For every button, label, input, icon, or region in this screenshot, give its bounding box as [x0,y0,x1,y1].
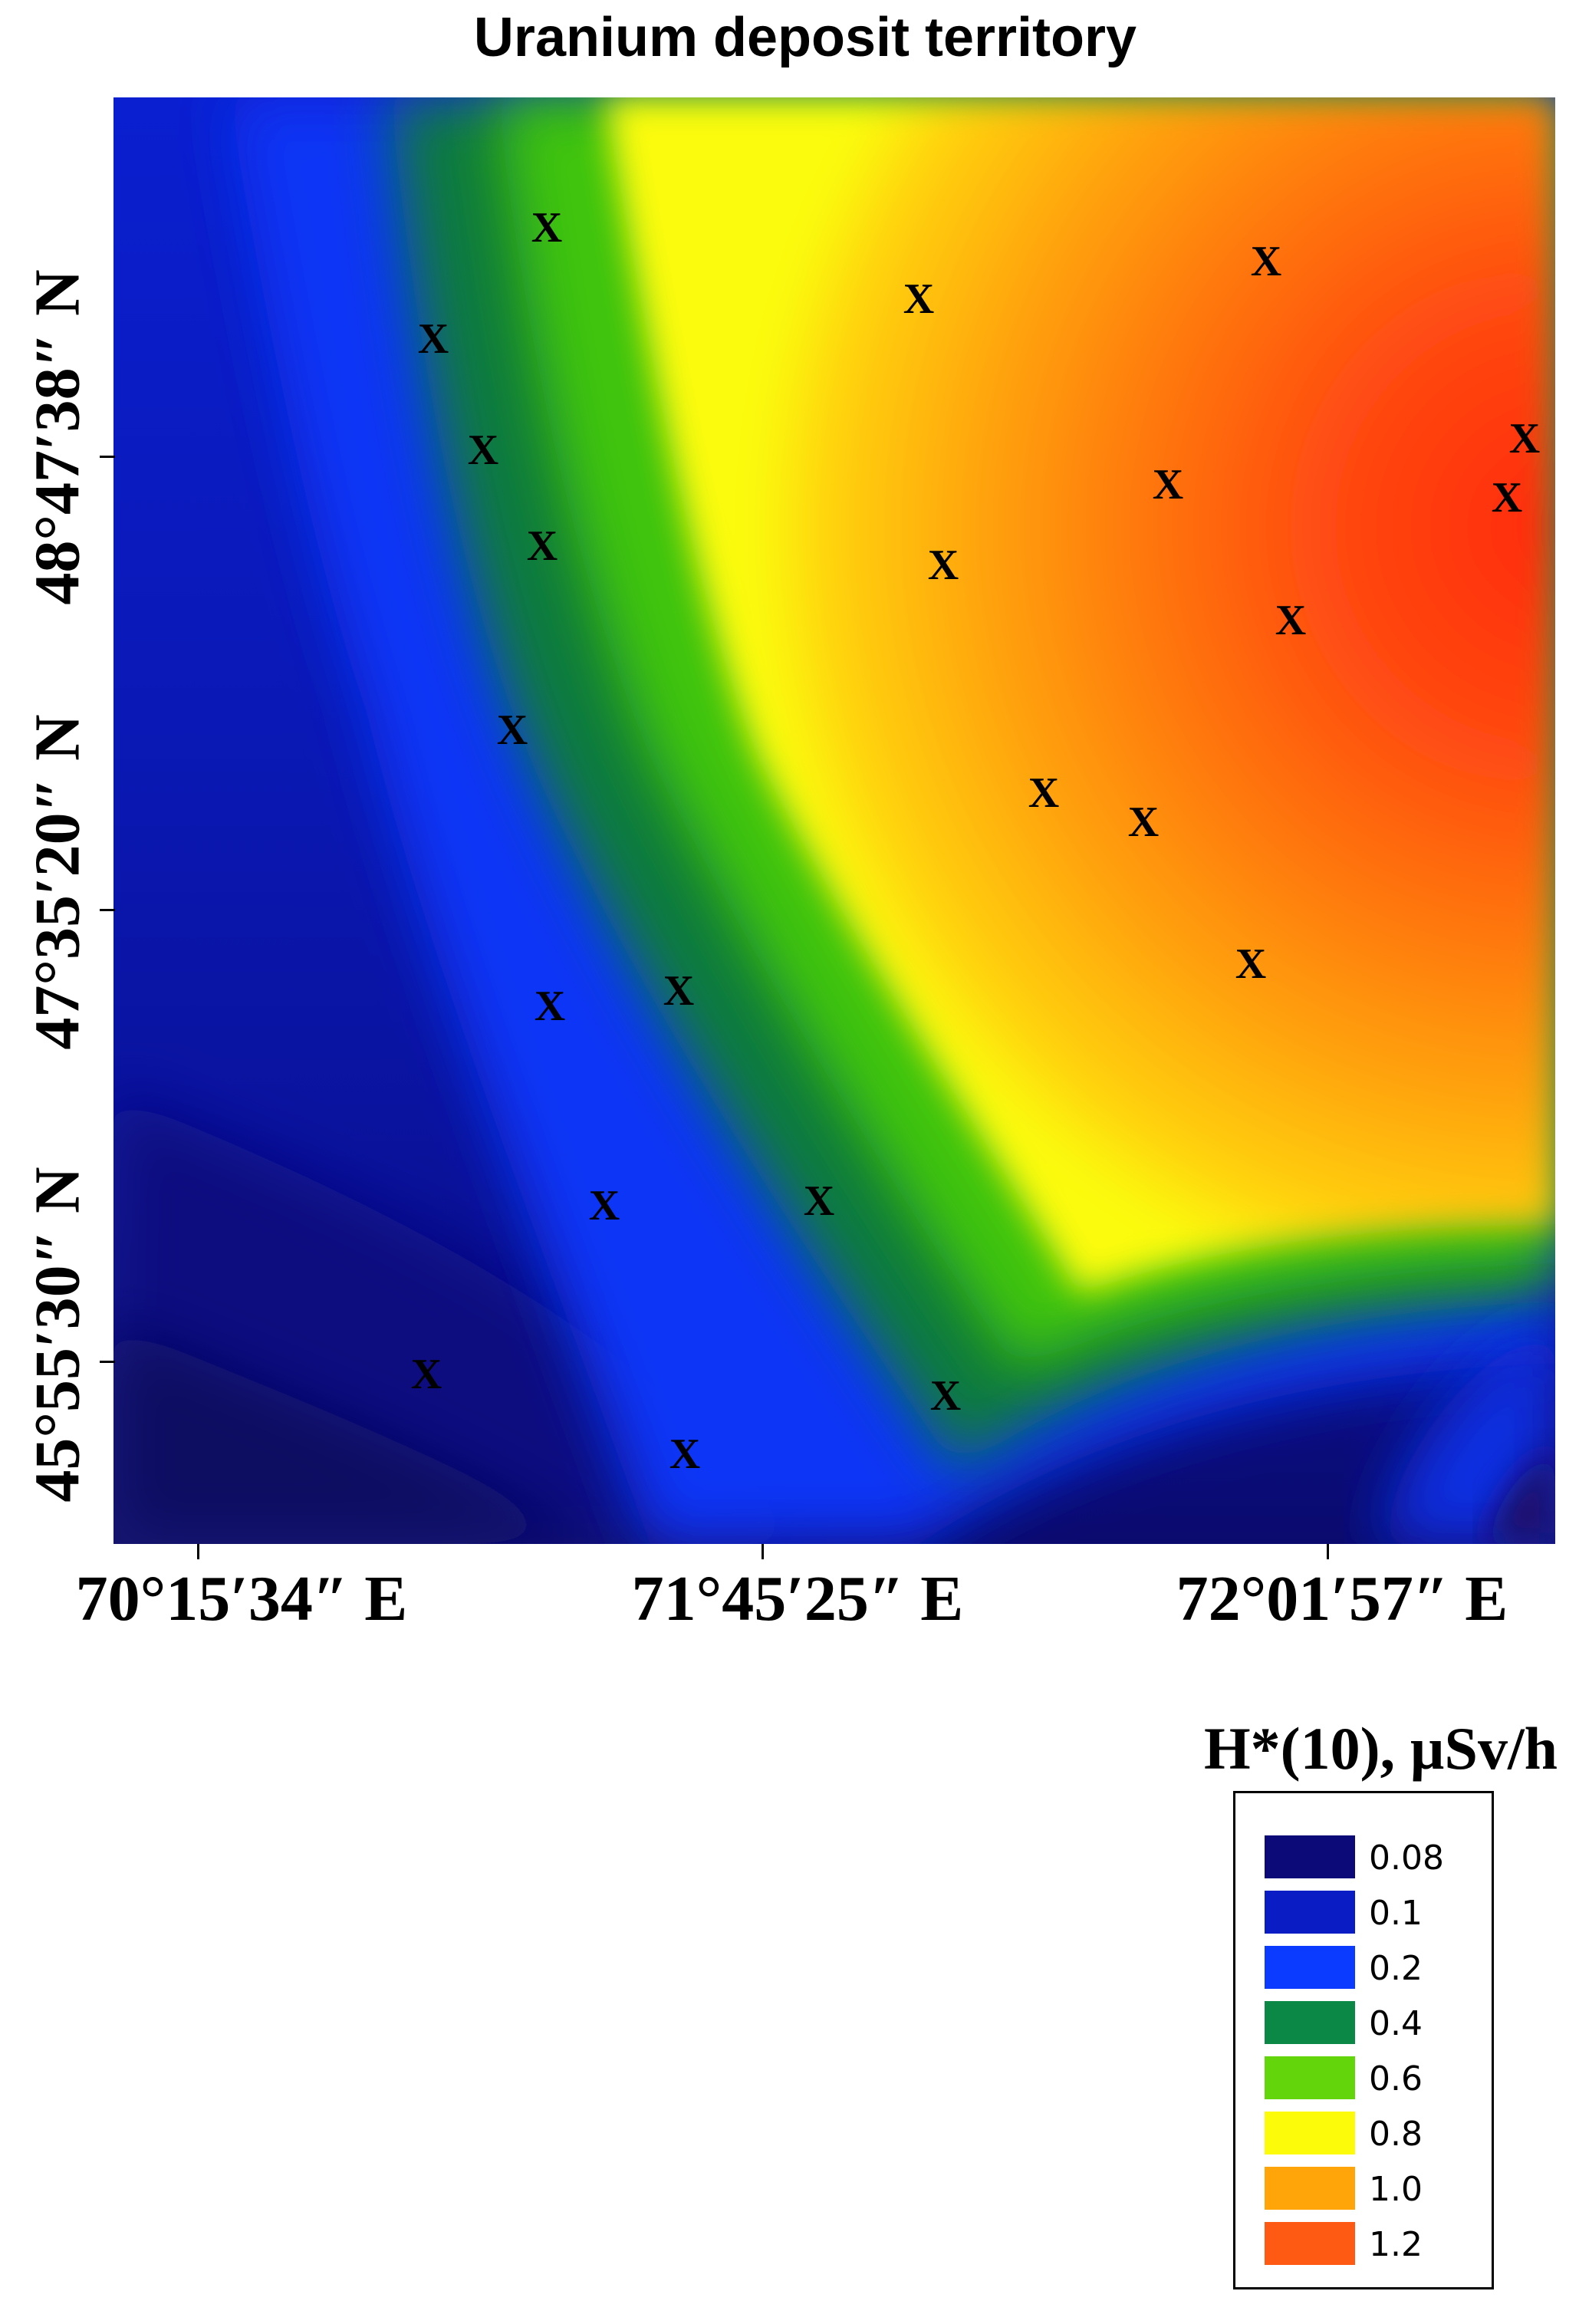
sample-marker: X [930,1372,961,1420]
x-axis-label: 70°15′34″ E [75,1563,408,1634]
legend-value: 0.1 [1369,1894,1423,1933]
legend-item: 0.08 [1265,1835,1487,1878]
legend-value: 0.4 [1369,2004,1423,2043]
legend-value: 0.8 [1369,2115,1423,2154]
sample-marker: X [418,315,449,363]
y-axis-label: 45°55′30″ N [21,1167,94,1503]
y-tick [100,1361,115,1363]
legend-value: 0.6 [1369,2059,1423,2099]
sample-marker: X [663,967,694,1015]
y-tick [100,909,115,911]
legend-item: 0.4 [1265,2001,1487,2044]
legend-value: 1.2 [1369,2225,1423,2264]
sample-marker: X [669,1430,700,1478]
sample-marker: X [1028,769,1059,817]
legend-item: 0.2 [1265,1946,1487,1989]
sample-marker: X [1492,474,1522,522]
sample-marker: X [1251,238,1281,285]
legend-item: 0.6 [1265,2056,1487,2099]
dose-rate-map: X X X X X X X X X X X X X X X X X X X X … [113,97,1555,1544]
map-title: Uranium deposit territory [473,7,1137,68]
legend-swatch [1265,1835,1355,1878]
sample-marker: X [535,983,565,1030]
sample-marker: X [804,1177,834,1225]
legend-swatch [1265,1891,1355,1934]
x-axis-label: 72°01′57″ E [1176,1563,1508,1634]
sample-marker: X [468,426,498,474]
sample-marker: X [531,204,562,252]
x-tick [197,1544,199,1559]
x-tick [1327,1544,1329,1559]
legend-value: 1.0 [1369,2170,1423,2209]
y-axis-label: 48°47′38″ N [21,269,94,605]
legend-title: H*(10), µSv/h [1204,1715,1558,1782]
legend-swatch [1265,2112,1355,2154]
legend-swatch [1265,1946,1355,1989]
x-tick [762,1544,764,1559]
contour-map-svg: X X X X X X X X X X X X X X X X X X X X … [113,97,1555,1544]
sample-marker: X [589,1182,620,1229]
sample-marker: X [1128,798,1159,846]
legend-value: 0.2 [1369,1949,1423,1988]
legend-item: 0.1 [1265,1891,1487,1934]
legend-item: 1.0 [1265,2167,1487,2210]
legend-item: 1.2 [1265,2222,1487,2265]
legend-swatch [1265,2001,1355,2044]
sample-marker: X [1509,415,1540,462]
sample-marker: X [1275,597,1306,644]
legend-swatch [1265,2222,1355,2265]
sample-marker: X [411,1351,442,1398]
legend-swatch [1265,2056,1355,2099]
sample-marker: X [1235,940,1266,988]
sample-markers: X X X X X X X X X X X X X X X X X X X X … [411,204,1540,1478]
x-axis-label: 71°45′25″ E [631,1563,964,1634]
sample-marker: X [903,275,934,323]
legend-value: 0.08 [1369,1838,1444,1878]
legend: 0.08 0.1 0.2 0.4 0.6 0.8 1.0 1.2 [1233,1791,1494,2289]
sample-marker: X [497,706,528,754]
legend-item: 0.8 [1265,2112,1487,2154]
y-axis-label: 47°35′20″ N [21,714,94,1050]
legend-swatch [1265,2167,1355,2210]
y-tick [100,456,115,458]
sample-marker: X [1153,461,1183,509]
sample-marker: X [928,541,959,589]
sample-marker: X [527,522,558,570]
